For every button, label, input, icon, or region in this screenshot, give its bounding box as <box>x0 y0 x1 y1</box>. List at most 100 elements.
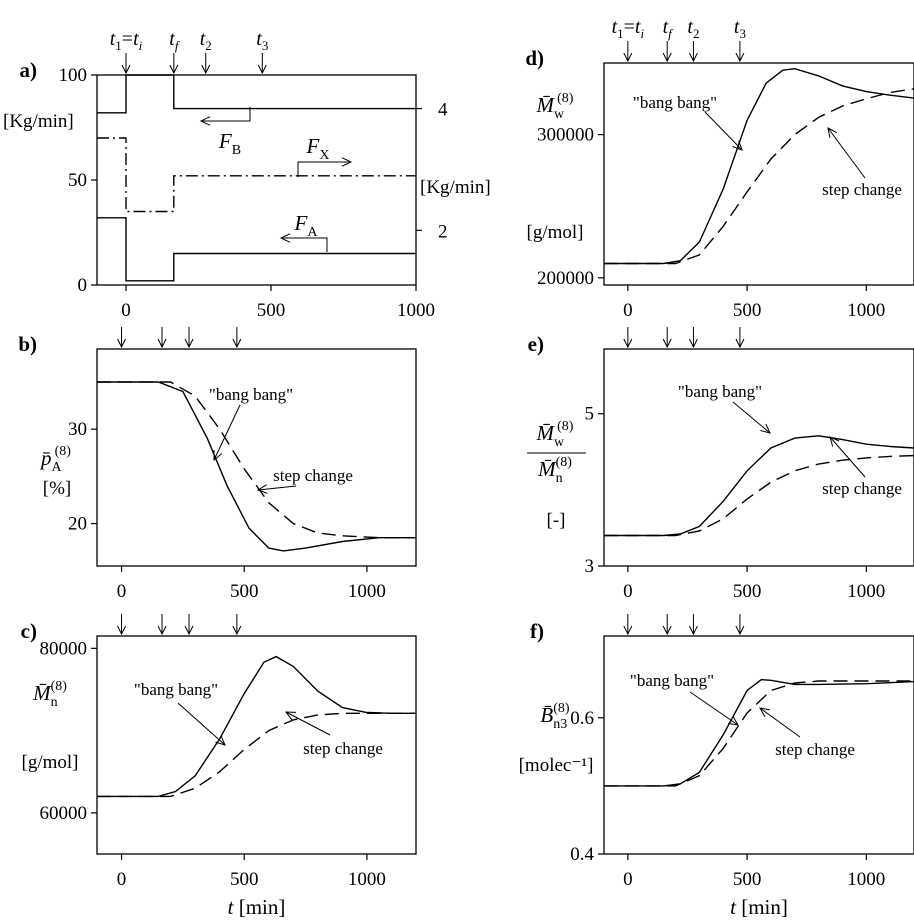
fa-label: FA <box>294 211 319 240</box>
yunit-e: [-] <box>547 510 566 531</box>
y2-tick-label: 2 <box>438 221 448 242</box>
yunit-f: [molec⁻¹] <box>519 755 594 776</box>
ylabel-c: M̄n(8) <box>32 679 67 710</box>
fx-leader <box>297 161 350 177</box>
fa-leader <box>282 237 328 252</box>
left-axis-unit: [Kg/min] <box>3 111 74 132</box>
fa-arrow-head <box>279 233 291 243</box>
stepchange-label-d-arrow <box>827 127 866 179</box>
time-marker-arrowhead <box>662 625 672 636</box>
series-dashed-line <box>604 88 914 265</box>
x-tick-label: 0 <box>623 581 633 602</box>
y-tick-label: 0.6 <box>570 708 594 729</box>
time-marker-arrowhead <box>184 625 194 636</box>
panel-label: a) <box>20 58 38 82</box>
series-dashed-line <box>97 712 416 798</box>
time-marker-arrowhead <box>157 338 167 349</box>
x-axis-label: t [min] <box>228 895 286 919</box>
plot-frame <box>96 348 417 567</box>
series-solid-line <box>604 67 914 265</box>
stepchange-label-e-arrow-head <box>829 436 840 447</box>
bangbang-label-d-arrow-head <box>732 140 743 151</box>
series-solid-line <box>97 74 416 114</box>
time-marker-arrowhead <box>117 338 126 349</box>
time-marker-arrowhead <box>157 625 167 636</box>
time-marker-label: t1=ti <box>110 28 143 53</box>
y-tick-label: 0 <box>78 275 88 296</box>
time-marker-label: t3 <box>734 16 746 41</box>
bangbang-label-d: "bang bang" <box>633 93 717 112</box>
x-axis-label: t [min] <box>730 895 788 919</box>
time-marker-arrowhead <box>735 52 745 63</box>
plot-frame <box>96 635 417 855</box>
y-tick-label: 3 <box>585 556 595 577</box>
time-marker-arrowhead <box>688 625 698 636</box>
x-tick-label: 500 <box>230 869 259 890</box>
y-tick-label: 60000 <box>40 803 88 824</box>
fb-arrow-head <box>199 116 211 126</box>
ylabel-d: M̄w(8) <box>536 91 574 122</box>
bangbang-label-d-arrow <box>704 111 743 151</box>
stepchange-label-b: step change <box>273 466 353 485</box>
x-tick-label: 1000 <box>847 869 885 890</box>
x-tick-label: 500 <box>230 581 259 602</box>
fx-label: FX <box>306 134 330 163</box>
plot-frame <box>603 62 914 286</box>
bangbang-label-e-arrow-head <box>760 423 771 434</box>
ylabel-e-num: M̄w(8) <box>536 419 574 450</box>
time-marker-arrowhead <box>662 52 672 63</box>
series-solid-line <box>604 678 914 787</box>
x-tick-label: 1000 <box>847 581 885 602</box>
series-solid-line <box>97 217 416 282</box>
time-marker-arrowhead <box>735 625 745 636</box>
y-tick-label: 200000 <box>537 268 594 289</box>
bangbang-label-c: "bang bang" <box>134 680 218 699</box>
panel-label: d) <box>525 46 544 70</box>
stepchange-label-c-arrow <box>285 711 331 736</box>
plot-frame <box>603 348 914 567</box>
x-tick-label: 1000 <box>397 300 435 321</box>
time-marker-arrowhead <box>735 338 745 349</box>
y2-tick-label: 4 <box>438 100 448 121</box>
panel-label: b) <box>18 332 37 356</box>
stepchange-label-f-arrow <box>759 707 801 738</box>
yunit-d: [g/mol] <box>527 222 584 243</box>
ylabel-e-den: M̄n(8) <box>537 455 572 486</box>
panel-label: c) <box>21 619 37 643</box>
y-tick-label: 30 <box>68 419 87 440</box>
x-tick-label: 0 <box>623 300 633 321</box>
x-tick-label: 500 <box>257 300 286 321</box>
bangbang-label-f-arrow-head <box>728 716 739 726</box>
x-tick-label: 500 <box>733 300 762 321</box>
bangbang-label-b-arrow-head <box>213 450 223 462</box>
panel-label: e) <box>528 332 544 356</box>
yunit-c: [g/mol] <box>22 752 79 773</box>
time-marker-arrowhead <box>688 52 698 63</box>
bangbang-label-c-arrow <box>177 702 226 746</box>
time-marker-arrowhead <box>688 338 698 349</box>
time-marker-arrowhead <box>623 52 633 63</box>
time-marker-label: tf <box>169 28 181 53</box>
x-tick-label: 1000 <box>847 300 885 321</box>
ylabel-b: p̄A(8) <box>39 444 71 475</box>
time-marker-arrowhead <box>169 64 179 75</box>
y-tick-label: 80000 <box>40 638 88 659</box>
time-marker-arrowhead <box>623 338 633 349</box>
bangbang-label-b-arrow <box>213 404 241 461</box>
time-marker-arrowhead <box>184 338 194 349</box>
x-tick-label: 0 <box>117 869 127 890</box>
panel-b: b) 0 500 1000 20 30 <box>18 327 417 602</box>
time-marker-arrowhead <box>662 338 672 349</box>
x-tick-label: 500 <box>733 869 762 890</box>
series-dashed-line <box>97 381 416 539</box>
right-axis-unit: [Kg/min] <box>420 177 491 198</box>
x-tick-label: 1000 <box>348 581 386 602</box>
time-marker-arrowhead <box>121 64 131 75</box>
bangbang-label-f-arrow <box>689 691 739 726</box>
panel-c: c) 0 500 1000 60000 80000 <box>21 614 417 890</box>
panel-label: f) <box>530 619 544 643</box>
plot-frame <box>603 635 914 855</box>
y-tick-label: 100 <box>59 65 88 86</box>
time-marker-arrowhead <box>623 625 633 636</box>
